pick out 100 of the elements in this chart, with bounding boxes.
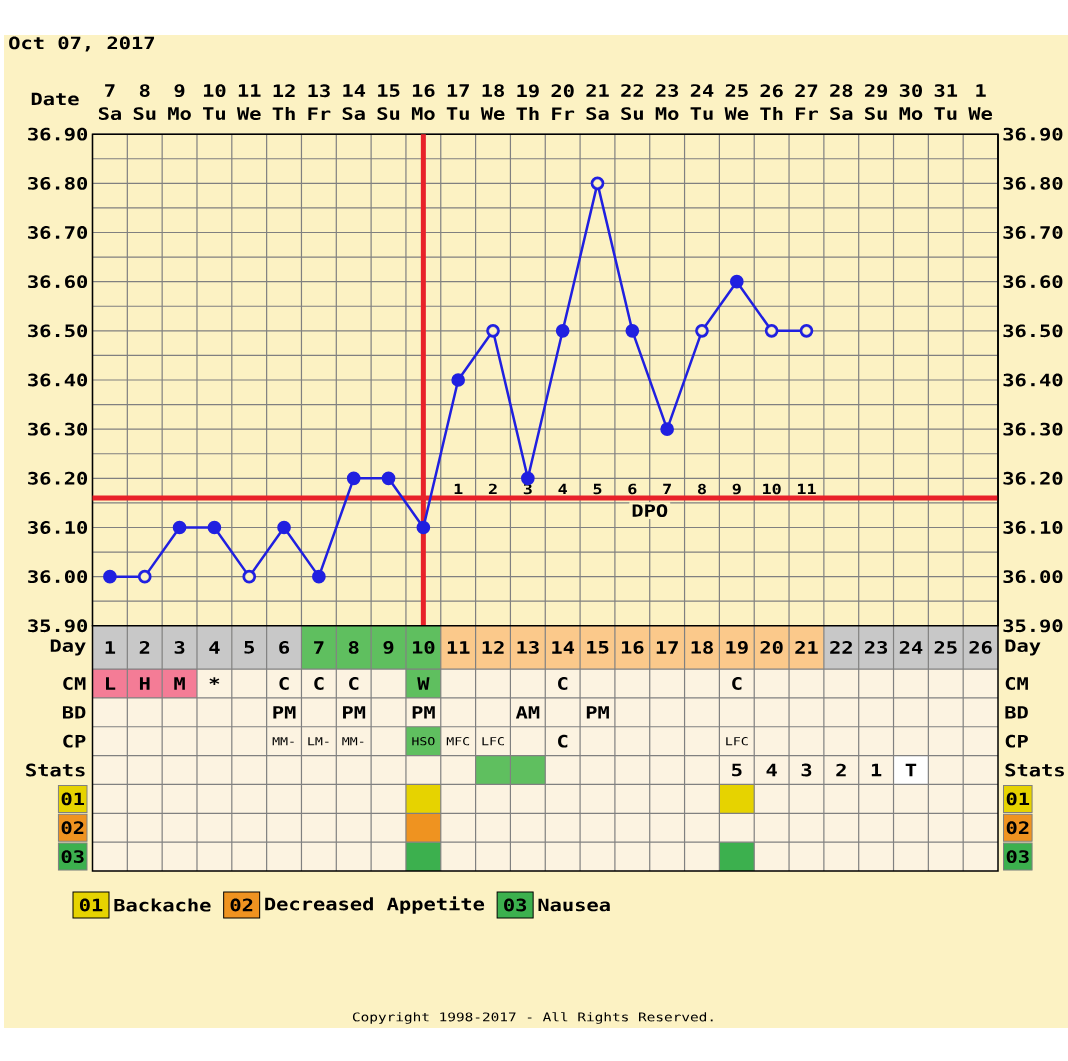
text: 2: [836, 763, 846, 777]
annotation: 10: [763, 483, 781, 495]
text: C: [349, 677, 359, 690]
y-tick-label: CP: [63, 734, 86, 748]
text: 3: [174, 641, 185, 654]
annotation: 5: [593, 483, 602, 495]
text: 17: [656, 641, 678, 654]
annotation: 1: [454, 483, 463, 495]
text: C: [279, 677, 289, 690]
y-tick-label: Stats: [26, 763, 85, 777]
y2-tick-label: 35.90: [1003, 619, 1063, 633]
text: 22: [830, 641, 852, 654]
y-tick-label: 36.00: [28, 570, 88, 584]
annotation: DPO: [632, 504, 668, 518]
text: 19: [726, 641, 748, 654]
y2-tick-label: CM: [1005, 677, 1028, 690]
x-tick-label: 8 Su: [133, 84, 156, 120]
text: Decreased Appetite: [265, 896, 485, 914]
y2-tick-label: 02: [1006, 821, 1029, 835]
text: 2: [139, 641, 150, 654]
x-tick-label: 21 Sa: [586, 84, 609, 120]
x-tick-label: 9 Mo: [168, 84, 191, 120]
text: 15: [587, 641, 609, 654]
annotation: 4: [558, 483, 567, 495]
text: 6: [279, 641, 290, 654]
text: 14: [552, 641, 575, 654]
x-tick-label: 13 Fr: [308, 84, 331, 120]
text: 21: [795, 641, 818, 654]
x-tick-label: 12 Th: [272, 84, 295, 120]
y-tick-label: CM: [63, 677, 86, 690]
x-tick-label: 1 We: [968, 84, 993, 120]
annotation: 7: [663, 483, 671, 495]
text: HSO: [412, 737, 435, 746]
text: PM: [412, 706, 435, 719]
y-tick-label: 02: [61, 821, 84, 835]
x-tick-label: 10 Tu: [203, 84, 226, 120]
text: *: [209, 677, 220, 686]
text: 5: [244, 641, 254, 654]
x-tick-label: 23 Mo: [655, 84, 679, 120]
text: PM: [586, 706, 609, 719]
annotation: 11: [797, 483, 816, 495]
x-tick-label: 31 Tu: [934, 84, 958, 120]
chart-title: Oct 07, 2017: [9, 36, 155, 52]
text: AM: [515, 706, 540, 719]
y-tick-label: Day: [50, 639, 86, 656]
y-tick-label: 36.80: [28, 176, 88, 190]
y-tick-label: 36.70: [28, 226, 88, 239]
annotation: 6: [628, 483, 637, 495]
y2-tick-label: BD: [1005, 706, 1028, 719]
text: Copyright 1998-2017 - All Rights Reserved.: [352, 1012, 713, 1024]
y2-tick-label: 36.40: [1003, 373, 1063, 387]
text: 24: [899, 641, 923, 654]
y2-tick-label: 36.50: [1003, 324, 1063, 338]
x-tick-label: 20 Fr: [551, 84, 575, 120]
category-label: 02: [230, 898, 253, 912]
x-tick-label: 17 Tu: [446, 84, 469, 120]
text: 1: [105, 641, 116, 654]
x-tick-label: 27 Fr: [795, 84, 818, 120]
text: T: [905, 763, 917, 777]
y-tick-label: 36.90: [28, 127, 88, 141]
text: C: [732, 677, 742, 690]
x-tick-label: 29 Su: [864, 84, 888, 120]
text: Nausea: [538, 898, 610, 912]
text: 26: [969, 640, 992, 654]
text: 1: [871, 763, 882, 777]
text: Backache: [114, 898, 211, 912]
x-tick-label: 15 Su: [377, 84, 400, 120]
y-tick-label: 36.60: [28, 275, 88, 289]
y-tick-label: 35.90: [28, 619, 88, 633]
y2-tick-label: 36.10: [1003, 521, 1063, 534]
text: LFC: [726, 737, 748, 746]
y-tick-label: 36.10: [28, 521, 88, 534]
text: L: [106, 677, 116, 690]
text: 20: [760, 641, 783, 654]
x-tick-label: 11 We: [236, 84, 261, 120]
x-tick-label: 26 Th: [760, 84, 783, 120]
text: 9: [383, 641, 394, 654]
y2-tick-label: 36.80: [1003, 176, 1063, 190]
text: 11: [447, 641, 470, 654]
x-tick-label: 18 We: [480, 84, 505, 120]
y2-tick-label: Day: [1005, 639, 1041, 656]
text: 3: [801, 763, 812, 777]
text: C: [558, 677, 568, 690]
y-tick-label: 36.30: [28, 422, 88, 436]
text: LM-: [308, 737, 329, 746]
x-tick-label: 7 Sa: [98, 84, 121, 120]
x-tick-label: 30 Mo: [899, 84, 923, 120]
text: 5: [732, 763, 742, 777]
x-tick-label: 22 Su: [621, 84, 643, 120]
annotation: 2: [488, 483, 497, 495]
y-tick-label: 36.50: [28, 324, 88, 338]
text: 7: [314, 641, 324, 654]
y-tick-label: 01: [61, 792, 85, 806]
text: PM: [273, 706, 296, 719]
text: 4: [766, 763, 777, 777]
x-tick-label: 28 Sa: [830, 84, 853, 120]
text: 12: [482, 641, 504, 654]
text: H: [139, 677, 150, 690]
text: M: [174, 677, 185, 690]
y2-tick-label: 36.20: [1003, 471, 1063, 485]
